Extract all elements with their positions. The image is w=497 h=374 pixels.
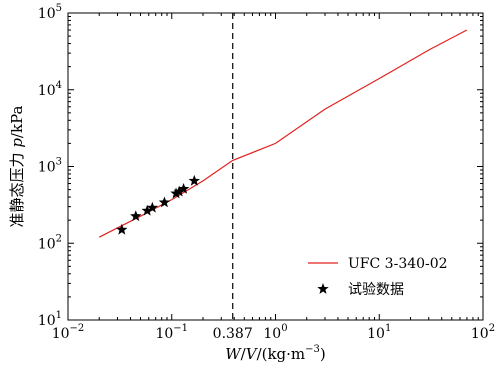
test-data-point: [188, 174, 201, 186]
legend-label-test: 试验数据: [348, 282, 404, 298]
test-data-point: [130, 210, 142, 222]
test-data-point: [173, 185, 185, 197]
y-axis-label: 准静态压力 p/kPa: [8, 106, 26, 228]
test-data-point: [116, 223, 128, 235]
legend-label-ufc: UFC 3-340-02: [348, 256, 448, 272]
ufc-line-group: [98, 29, 468, 238]
test-data-point: [177, 182, 190, 194]
test-data-point: [170, 187, 182, 199]
legend-star-swatch: [317, 283, 329, 294]
test-data-point: [158, 196, 171, 208]
y-tick-label: 104: [38, 80, 62, 99]
x-tick-label: 10−1: [155, 323, 188, 342]
x-tick-label: 10−2: [52, 323, 85, 342]
axis-labels: W/V/(kg·m−3) 准静态压力 p/kPa: [8, 106, 326, 363]
y-tick-label: 101: [38, 310, 62, 329]
x-axis-label: W/V/(kg·m−3): [225, 344, 326, 363]
test-data-points: [116, 174, 201, 235]
x-tick-label: 102: [471, 323, 495, 342]
axis-ticks: 10−2 10−1 100 101 102 101 102 103 104 105: [38, 3, 495, 342]
test-data-point: [141, 204, 153, 216]
y-tick-label: 105: [38, 3, 62, 22]
plot-frame: [67, 12, 484, 321]
legend: UFC 3-340-02 试验数据: [308, 256, 448, 298]
x-tick-label: 100: [263, 323, 287, 342]
test-data-point: [146, 201, 159, 213]
y-tick-label: 102: [38, 233, 62, 252]
ufc-series-line: [98, 29, 468, 238]
reference-line-label: 0.387: [213, 326, 253, 342]
x-tick-label: 101: [367, 323, 391, 342]
y-tick-label: 103: [38, 157, 62, 176]
reference-line-group: 0.387: [213, 13, 253, 342]
